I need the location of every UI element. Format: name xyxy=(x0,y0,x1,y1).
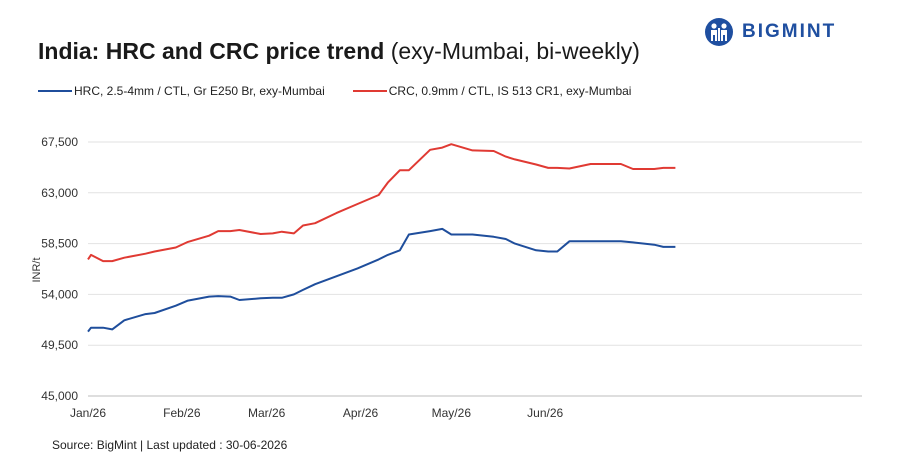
y-tick-label: 58,500 xyxy=(41,237,78,251)
bigmint-logo-icon xyxy=(705,18,733,46)
y-tick-label: 63,000 xyxy=(41,186,78,200)
x-tick-label: Jun/26 xyxy=(527,406,563,420)
chart-title-subtitle: (exy-Mumbai, bi-weekly) xyxy=(384,38,640,64)
source-note: Source: BigMint | Last updated : 30-06-2… xyxy=(52,438,288,452)
y-tick-label: 45,000 xyxy=(41,389,78,403)
y-tick-label: 67,500 xyxy=(41,135,78,149)
chart-title: India: HRC and CRC price trend (exy-Mumb… xyxy=(38,38,640,65)
x-tick-label: May/26 xyxy=(432,406,472,420)
legend-label-crc: CRC, 0.9mm / CTL, IS 513 CR1, exy-Mumbai xyxy=(388,84,632,98)
chart-title-main: India: HRC and CRC price trend xyxy=(38,38,385,64)
y-tick-label: 54,000 xyxy=(41,287,78,301)
chart-legend: HRC, 2.5-4mm / CTL, Gr E250 Br, exy-Mumb… xyxy=(38,84,659,98)
x-tick-label: Feb/26 xyxy=(163,406,201,420)
legend-swatch-crc xyxy=(352,90,387,92)
legend-swatch-hrc xyxy=(38,90,72,92)
x-tick-label: Apr/26 xyxy=(343,406,379,420)
x-tick-label: Jan/26 xyxy=(70,406,106,420)
y-axis-title: INR/t xyxy=(31,257,43,282)
series-line-hrc xyxy=(87,227,676,333)
x-axis-ticks: Jan/26 Feb/26 Mar/26 Apr/26 May/26 Jun/26 xyxy=(70,406,564,420)
brand-logo: BIGMINT xyxy=(704,15,836,49)
legend-item-hrc: HRC, 2.5-4mm / CTL, Gr E250 Br, exy-Mumb… xyxy=(38,84,325,98)
gridlines xyxy=(88,141,862,397)
brand-name: BIGMINT xyxy=(742,21,837,42)
y-axis-ticks: 45,000 49,500 54,000 58,500 63,000 67,500 xyxy=(41,135,78,403)
x-tick-label: Mar/26 xyxy=(248,406,286,420)
legend-item-crc: CRC, 0.9mm / CTL, IS 513 CR1, exy-Mumbai xyxy=(352,84,632,98)
y-tick-label: 49,500 xyxy=(41,338,78,352)
series-lines xyxy=(87,143,676,333)
legend-label-hrc: HRC, 2.5-4mm / CTL, Gr E250 Br, exy-Mumb… xyxy=(74,84,325,98)
series-line-crc xyxy=(87,143,676,263)
